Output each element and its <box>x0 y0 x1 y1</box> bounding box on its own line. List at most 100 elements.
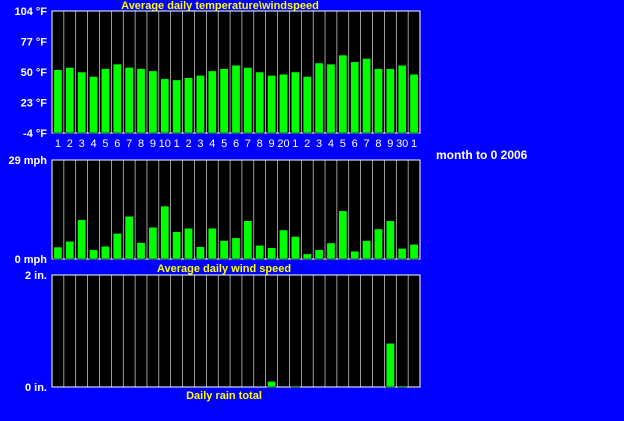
temperature-y-tick-label: 104 °F <box>14 6 47 18</box>
temperature-bar <box>65 67 75 134</box>
day-tick-label: 1 <box>55 138 61 150</box>
day-tick-label: 8 <box>257 138 263 150</box>
wind-bars <box>53 205 419 260</box>
wind-bar <box>279 229 288 260</box>
temperature-bar <box>136 68 146 134</box>
rain-y-tick-label: 0 in. <box>25 382 47 394</box>
temperature-y-tick-label: 23 °F <box>21 98 48 110</box>
temperature-y-tick-label: -4 °F <box>23 128 47 140</box>
wind-bar <box>338 210 348 260</box>
wind-bar <box>397 248 407 260</box>
temperature-bar <box>397 64 407 134</box>
wind-bar <box>184 228 193 260</box>
temperature-bar <box>302 76 312 134</box>
wind-bar <box>207 228 217 260</box>
temperature-bar <box>385 68 395 134</box>
wind-bar <box>101 246 110 260</box>
temperature-bar <box>148 70 158 134</box>
wind-bar <box>136 242 146 260</box>
temperature-bars <box>53 54 419 134</box>
temperature-bar <box>314 62 324 134</box>
temperature-bar <box>196 75 205 134</box>
temperature-bar <box>243 67 253 134</box>
wind-bar <box>374 228 383 260</box>
temperature-bar <box>184 77 193 134</box>
day-tick-label: 6 <box>352 138 358 150</box>
wind-bar <box>112 233 122 260</box>
day-tick-label: 9 <box>269 138 275 150</box>
wind-bar <box>89 249 98 260</box>
wind-bar <box>267 247 276 260</box>
wind-y-tick-label: 29 mph <box>8 155 47 167</box>
wind-bar <box>160 205 170 260</box>
temperature-bar <box>290 71 300 134</box>
temperature-bar <box>160 78 170 134</box>
day-tick-label: 9 <box>387 138 393 150</box>
rain-bar <box>290 385 300 388</box>
temperature-bar <box>362 58 371 134</box>
rain-bar <box>397 385 407 388</box>
wind-gridlines <box>63 160 409 259</box>
day-tick-label: 2 <box>304 138 310 150</box>
wind-bar <box>290 236 300 260</box>
day-tick-label: 10 <box>159 138 171 150</box>
day-tick-label: 9 <box>150 138 156 150</box>
day-tick-label: 5 <box>340 138 346 150</box>
day-tick-label: 3 <box>316 138 322 150</box>
day-tick-label: 5 <box>221 138 227 150</box>
day-tick-label: 1 <box>411 138 417 150</box>
temperature-y-ticks: 104 °F 77 °F 50 °F 23 °F -4 °F <box>14 6 47 140</box>
wind-bar <box>326 242 336 260</box>
day-tick-label: 4 <box>209 138 215 150</box>
wind-bar <box>409 244 419 260</box>
wind-bar <box>231 237 241 260</box>
wind-bar <box>196 246 205 260</box>
temperature-bar <box>267 75 276 134</box>
rain-y-tick-label: 2 in. <box>25 270 47 282</box>
day-tick-label: 6 <box>114 138 120 150</box>
temperature-bar <box>231 64 241 134</box>
temperature-bar <box>172 79 182 134</box>
temperature-bar <box>89 76 98 134</box>
temperature-bar <box>409 74 419 134</box>
day-tick-label: 8 <box>375 138 381 150</box>
wind-bar <box>243 220 253 260</box>
wind-y-tick-label: 0 mph <box>15 254 48 266</box>
temperature-y-tick-label: 77 °F <box>21 37 48 49</box>
day-x-tick-labels: 1 2 3 4 5 6 7 8 9 10 1 2 3 4 5 6 7 8 9 20 1 2 3 4 5 6 7 8 9 30 1 <box>55 138 417 150</box>
temperature-bar <box>255 71 265 134</box>
day-tick-label: 6 <box>233 138 239 150</box>
temperature-bar <box>124 67 134 134</box>
day-tick-label: 7 <box>126 138 132 150</box>
rain-chart-title: Daily rain total <box>186 390 262 402</box>
wind-bar <box>77 219 87 260</box>
temperature-gridlines <box>63 11 409 133</box>
rain-gridlines <box>63 275 409 387</box>
temperature-bar <box>207 70 217 134</box>
wind-bar <box>314 249 324 260</box>
temperature-bar <box>350 61 360 134</box>
day-tick-label: 30 <box>396 138 408 150</box>
temperature-bar <box>326 63 336 134</box>
temperature-chart-title: Average daily temperature\windspeed <box>121 0 319 12</box>
wind-chart-title: Average daily wind speed <box>157 263 291 275</box>
wind-bar <box>124 216 134 260</box>
wind-bar <box>385 220 395 260</box>
wind-bar <box>362 240 371 260</box>
day-tick-label: 20 <box>277 138 289 150</box>
wind-y-ticks: 29 mph 0 mph <box>8 155 47 266</box>
temperature-bar <box>279 74 288 134</box>
temperature-bar <box>112 63 122 134</box>
day-tick-label: 2 <box>67 138 73 150</box>
rain-bars <box>267 343 407 388</box>
period-label: month to 0 2006 <box>436 148 528 162</box>
temperature-bar <box>77 71 87 134</box>
day-tick-label: 2 <box>185 138 191 150</box>
day-tick-label: 3 <box>79 138 85 150</box>
temperature-bar <box>53 69 63 134</box>
day-tick-label: 4 <box>328 138 334 150</box>
rain-bar <box>385 343 395 388</box>
day-tick-label: 8 <box>138 138 144 150</box>
